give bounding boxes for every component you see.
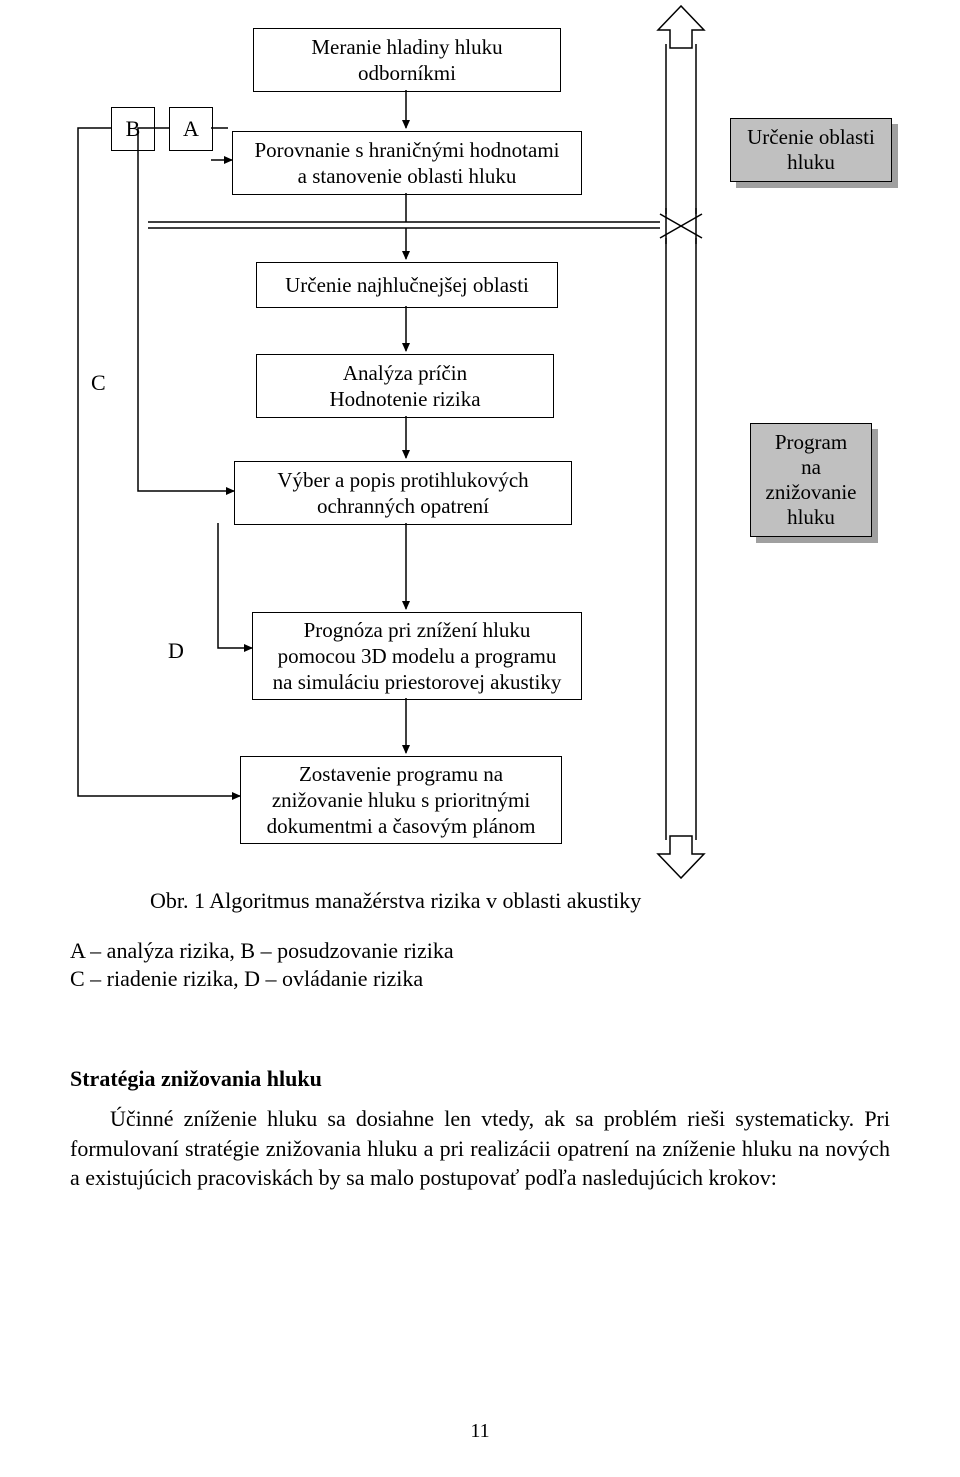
up-block-arrow [658, 6, 704, 48]
legend-line-1: A – analýza rizika, B – posudzovanie riz… [70, 938, 454, 964]
legend-line-2: C – riadenie rizika, D – ovládanie rizik… [70, 966, 423, 992]
body-paragraph: Účinné zníženie hluku sa dosiahne len vt… [70, 1104, 890, 1193]
figure-caption: Obr. 1 Algoritmus manažérstva rizika v o… [150, 888, 810, 914]
band-xmark [660, 208, 702, 244]
line-a-loop [138, 128, 234, 491]
down-block-arrow [658, 836, 704, 878]
page: B A Meranie hladiny hluku odborníkmi Por… [0, 0, 960, 1477]
section-heading: Stratégia znižovania hluku [70, 1066, 322, 1092]
page-number: 11 [0, 1420, 960, 1443]
line-d-to-b7-hidden [218, 648, 240, 796]
line-d-to-b6 [218, 523, 252, 648]
flow-lines [0, 0, 960, 960]
